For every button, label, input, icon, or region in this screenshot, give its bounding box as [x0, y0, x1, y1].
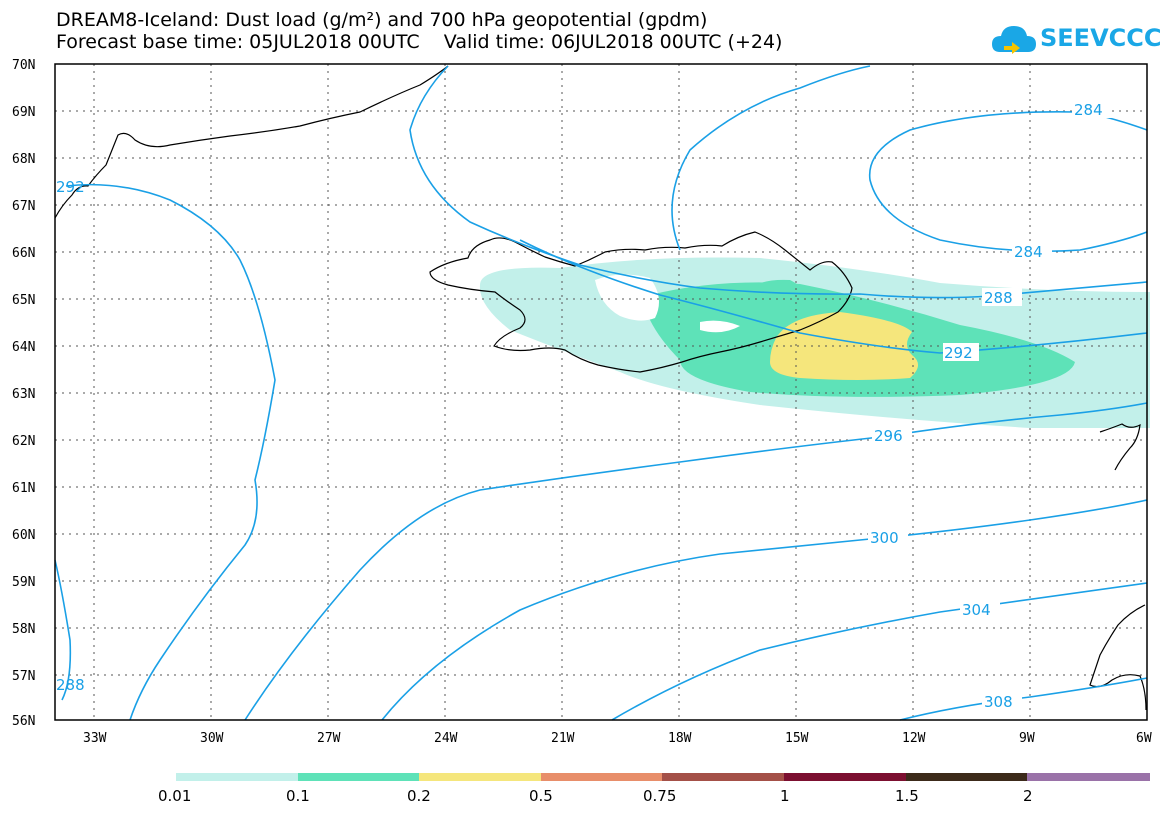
lon-label: 18W	[668, 731, 692, 746]
contour-label-292: 292	[944, 344, 973, 362]
legend-label: 0.01	[158, 787, 192, 805]
lat-label: 70N	[12, 58, 35, 73]
contour-308	[899, 677, 1148, 721]
contour-304	[611, 582, 1148, 721]
legend-swatch	[662, 773, 784, 781]
contour-label-296: 296	[874, 427, 903, 445]
longitude-labels: 33W 30W 27W 24W 21W 18W 15W 12W 9W 6W	[83, 731, 1152, 746]
lat-label: 69N	[12, 105, 35, 120]
contour-284-top	[671, 65, 871, 251]
lon-label: 21W	[551, 731, 575, 746]
legend-swatch	[906, 773, 1027, 781]
dust-area-02	[770, 312, 919, 380]
contour-288-west	[54, 559, 72, 701]
contour-label-288-west: 288	[56, 676, 85, 694]
faroe-shetland-coast	[1099, 423, 1141, 471]
contour-300	[381, 499, 1148, 721]
legend-swatch	[176, 773, 298, 781]
legend-label: 0.5	[529, 787, 553, 805]
color-legend	[176, 773, 1150, 781]
legend-swatch	[419, 773, 541, 781]
lon-label: 30W	[200, 731, 224, 746]
legend-label: 0.1	[286, 787, 310, 805]
lat-label: 68N	[12, 152, 35, 167]
lon-label: 33W	[83, 731, 107, 746]
greenland-coast	[54, 65, 449, 219]
coastlines	[54, 65, 1147, 711]
lon-label: 9W	[1019, 731, 1035, 746]
lat-label: 62N	[12, 434, 35, 449]
contour-label-292-west: 292	[56, 178, 85, 196]
legend-swatch	[784, 773, 906, 781]
lon-label: 27W	[317, 731, 341, 746]
contour-label-300: 300	[870, 529, 899, 547]
legend-label: 0.2	[407, 787, 431, 805]
graticule	[55, 64, 1147, 720]
legend-label: 0.75	[643, 787, 677, 805]
contour-label-284-a: 284	[1074, 101, 1103, 119]
lat-label: 60N	[12, 528, 35, 543]
legend-label: 1	[780, 787, 790, 805]
lon-label: 12W	[902, 731, 926, 746]
dust-area-01b	[742, 279, 805, 310]
legend-swatch	[1027, 773, 1150, 781]
lat-label: 64N	[12, 340, 35, 355]
map-frame	[54, 63, 1148, 721]
lat-label: 61N	[12, 481, 35, 496]
dust-shading	[479, 257, 1151, 428]
cloud-logo-icon	[992, 26, 1036, 54]
lat-label: 58N	[12, 622, 35, 637]
logo-text: SEEVCCC	[1040, 24, 1162, 52]
lon-label: 24W	[434, 731, 458, 746]
contour-292	[519, 239, 1148, 354]
latitude-labels: 70N 69N 68N 67N 66N 65N 64N 63N 62N 61N …	[12, 58, 35, 729]
lon-label: 15W	[785, 731, 809, 746]
contour-label-308: 308	[984, 693, 1013, 711]
legend-swatch	[298, 773, 419, 781]
lat-label: 67N	[12, 199, 35, 214]
contour-label-304: 304	[962, 601, 991, 619]
legend-label: 2	[1023, 787, 1033, 805]
lat-label: 56N	[12, 714, 35, 729]
lon-label: 6W	[1136, 731, 1152, 746]
contour-296	[244, 402, 1148, 721]
lat-label: 63N	[12, 387, 35, 402]
scotland-coast	[1089, 604, 1147, 711]
chart-title: DREAM8-Iceland: Dust load (g/m²) and 700…	[56, 9, 708, 31]
contour-284-loop	[868, 111, 1148, 253]
iceland-coast	[429, 231, 853, 373]
lat-label: 57N	[12, 669, 35, 684]
forecast-times: Forecast base time: 05JUL2018 00UTC Vali…	[56, 31, 783, 53]
contour-label-284-b: 284	[1014, 243, 1043, 261]
legend-label: 1.5	[895, 787, 919, 805]
legend-swatch	[541, 773, 662, 781]
contour-292-west	[65, 183, 276, 721]
lat-label: 66N	[12, 246, 35, 261]
contour-labels: 284 284 288 292 296 300 304 308 292 288	[56, 100, 1112, 711]
contour-label-288: 288	[984, 289, 1013, 307]
lat-label: 59N	[12, 575, 35, 590]
lat-label: 65N	[12, 293, 35, 308]
